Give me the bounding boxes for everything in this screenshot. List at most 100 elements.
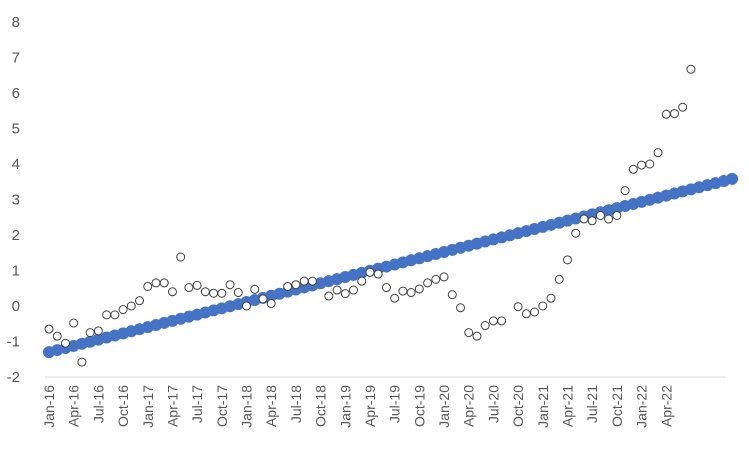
data-point xyxy=(365,267,375,277)
data-point xyxy=(456,303,465,313)
data-point xyxy=(546,293,556,303)
x-axis-tick-labels: Jan-16 Apr-16 Jul-16 Oct-16 Jan-17 Apr-17 Jul-… xyxy=(41,385,674,428)
data-point xyxy=(167,287,177,297)
data-point xyxy=(143,281,153,291)
data-point xyxy=(176,252,186,262)
data-point xyxy=(398,286,408,296)
data-point xyxy=(85,328,95,338)
x-tick-label: Oct-18 xyxy=(313,385,329,427)
data-point xyxy=(653,148,663,158)
data-point xyxy=(381,283,391,293)
data-point xyxy=(595,210,605,220)
data-point xyxy=(488,316,498,326)
x-tick-label: Jul-20 xyxy=(485,385,501,423)
y-tick-label: 4 xyxy=(12,156,20,173)
x-tick-label: Jan-21 xyxy=(535,385,551,428)
x-tick-label: Jul-16 xyxy=(90,385,106,423)
data-point xyxy=(44,324,54,334)
data-point xyxy=(307,276,317,286)
x-tick-label: Oct-21 xyxy=(609,385,625,427)
data-point xyxy=(69,318,79,328)
y-tick-label: 1 xyxy=(12,263,20,280)
data-point xyxy=(669,109,679,119)
x-tick-label: Oct-17 xyxy=(214,385,230,427)
data-point xyxy=(612,210,622,220)
data-point xyxy=(423,278,433,288)
data-point xyxy=(332,285,342,295)
data-point xyxy=(151,278,161,288)
data-point xyxy=(93,326,103,336)
data-point xyxy=(464,328,474,338)
data-point xyxy=(266,299,276,309)
data-point xyxy=(373,269,383,279)
data-point xyxy=(324,291,334,301)
data-point xyxy=(554,274,564,284)
series-actual xyxy=(44,64,696,367)
data-point xyxy=(299,276,309,286)
x-tick-label: Jan-17 xyxy=(140,385,156,428)
data-point xyxy=(604,214,614,224)
trend-point xyxy=(726,172,739,185)
data-point xyxy=(406,288,416,298)
data-point xyxy=(118,305,128,315)
y-tick-label: 0 xyxy=(12,298,20,315)
x-tick-label: Apr-18 xyxy=(263,385,279,427)
data-point xyxy=(645,159,655,169)
x-tick-label: Jul-19 xyxy=(387,385,403,423)
series-trend xyxy=(43,172,739,359)
data-point xyxy=(678,102,688,112)
y-axis-tick-labels: -2 -1 0 1 2 3 4 5 6 7 8 xyxy=(7,14,20,386)
data-point xyxy=(661,109,671,119)
x-tick-label: Jul-18 xyxy=(288,385,304,423)
y-tick-label: 5 xyxy=(12,121,20,138)
data-point xyxy=(291,280,301,290)
x-tick-label: Jan-20 xyxy=(436,385,452,428)
data-point xyxy=(250,284,260,294)
data-point xyxy=(538,301,548,311)
data-point xyxy=(60,338,70,348)
data-point xyxy=(52,331,62,341)
data-point xyxy=(521,309,531,319)
data-point xyxy=(258,294,268,304)
y-tick-label: 2 xyxy=(12,227,20,244)
x-tick-label: Apr-17 xyxy=(164,385,180,427)
x-tick-label: Oct-16 xyxy=(115,385,131,427)
data-point xyxy=(620,186,630,196)
data-point xyxy=(513,302,523,312)
data-point xyxy=(579,214,589,224)
y-tick-label: 7 xyxy=(12,50,20,67)
x-tick-label: Oct-19 xyxy=(411,385,427,427)
data-point xyxy=(225,280,235,290)
data-point xyxy=(686,64,696,74)
x-tick-label: Apr-16 xyxy=(66,385,82,427)
y-tick-label: 8 xyxy=(12,14,20,31)
y-tick-label: 6 xyxy=(12,85,20,102)
data-point xyxy=(233,288,243,298)
data-point xyxy=(628,164,638,174)
data-point xyxy=(283,281,293,291)
data-point xyxy=(217,288,227,298)
data-point xyxy=(562,255,572,265)
data-point xyxy=(587,216,597,226)
y-tick-label: -2 xyxy=(7,369,20,386)
x-tick-label: Oct-20 xyxy=(510,385,526,427)
y-tick-label: -1 xyxy=(7,334,20,351)
data-point xyxy=(530,307,540,317)
data-point xyxy=(200,287,210,297)
x-tick-label: Apr-19 xyxy=(362,385,378,427)
y-tick-label: 3 xyxy=(12,192,20,209)
data-point xyxy=(637,160,647,170)
data-point xyxy=(242,301,252,311)
x-tick-label: Jul-21 xyxy=(584,385,600,423)
data-point xyxy=(414,284,424,294)
data-point xyxy=(126,301,136,311)
data-point xyxy=(390,293,400,303)
x-tick-label: Apr-21 xyxy=(559,385,575,427)
data-point xyxy=(571,228,581,238)
data-point xyxy=(340,289,350,299)
x-tick-label: Jan-16 xyxy=(41,385,57,428)
data-point xyxy=(77,357,87,367)
data-point xyxy=(135,296,145,306)
data-point xyxy=(497,316,507,326)
